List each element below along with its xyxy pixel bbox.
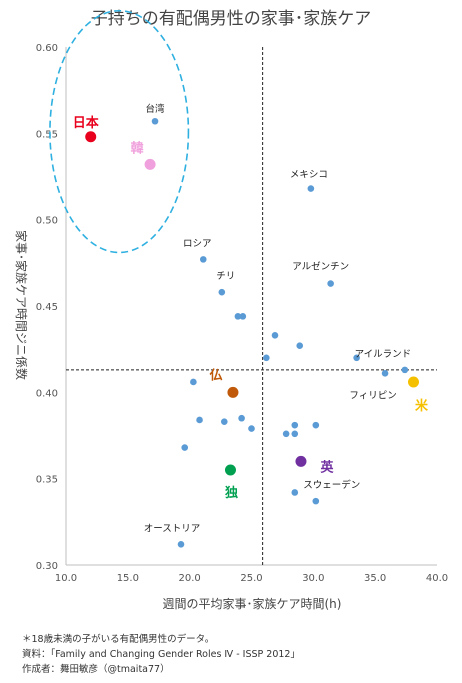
highlighted-point-label: 日本 xyxy=(73,115,99,131)
y-axis-label-group: 家事･家族ケア時間ジニ係数 xyxy=(14,230,29,380)
data-point xyxy=(381,370,389,377)
data-point xyxy=(271,332,279,339)
x-tick-label: 10.0 xyxy=(55,573,77,584)
data-point xyxy=(291,430,299,438)
highlighted-point-label: 英 xyxy=(319,459,334,475)
x-tick-label: 35.0 xyxy=(364,573,386,584)
data-point xyxy=(220,418,228,425)
y-tick-label: 0.35 xyxy=(36,475,58,486)
plot-area: 10.0 15.0 20.0 25.0 30.0 35.0 40.0 0.30 0.35 0.40… xyxy=(36,9,448,584)
highlighted-point-label: 独 xyxy=(225,485,238,501)
highlighted-point-label: 仏 xyxy=(209,368,222,383)
point-label: アイルランド xyxy=(355,349,412,360)
x-tick-label: 20.0 xyxy=(179,573,201,584)
data-point xyxy=(401,366,409,374)
data-point xyxy=(291,421,299,429)
data-point xyxy=(291,489,299,496)
highlighted-point xyxy=(295,455,307,467)
y-tick-label: 0.45 xyxy=(36,302,58,313)
data-point xyxy=(218,288,226,296)
x-tick-label: 30.0 xyxy=(302,573,324,584)
data-point xyxy=(312,421,320,429)
data-point xyxy=(234,313,242,320)
data-point xyxy=(181,444,189,451)
y-axis-label: 家事･家族ケア時間ジニ係数 xyxy=(14,230,29,380)
point-label: 台湾 xyxy=(146,103,166,115)
point-label: ロシア xyxy=(183,238,212,249)
data-point xyxy=(177,540,185,548)
point-label: スウェーデン xyxy=(303,479,360,491)
x-axis-label: 週間の平均家事･家族ケア時間(h) xyxy=(163,596,342,611)
y-tick-label: 0.60 xyxy=(36,43,58,54)
data-point xyxy=(190,378,197,386)
point-label: フィリピン xyxy=(349,390,396,401)
data-point xyxy=(151,117,159,125)
scatter-chart: 子持ちの有配偶男性の家事･家族ケア 10.0 15.0 20.0 25.0 30.0 35… xyxy=(14,9,448,611)
highlighted-point xyxy=(85,131,97,143)
data-point xyxy=(239,313,247,320)
data-point xyxy=(248,425,255,432)
footnote-sample: ＊18歳未満の子がいる有配偶男性のデータ。 xyxy=(22,634,215,645)
highlighted-point-label: 米 xyxy=(415,398,429,414)
footnotes: ＊18歳未満の子がいる有配偶男性のデータ。 資料：「Family and Cha… xyxy=(22,632,300,677)
highlighted-point-label: 韓 xyxy=(131,140,144,156)
point-label: アルゼンチン xyxy=(292,261,349,273)
highlighted-point xyxy=(227,386,239,398)
chart-title: 子持ちの有配偶男性の家事･家族ケア xyxy=(91,9,372,29)
y-tick-label: 0.50 xyxy=(36,216,58,227)
data-point xyxy=(307,185,315,192)
data-point xyxy=(199,256,207,263)
data-point xyxy=(196,416,203,424)
y-tick-label: 0.55 xyxy=(36,129,58,140)
point-label: メキシコ xyxy=(290,170,328,181)
data-point xyxy=(238,414,245,422)
data-point xyxy=(312,497,320,505)
x-tick-label: 15.0 xyxy=(117,573,139,584)
point-label: チリ xyxy=(216,271,235,282)
x-tick-label: 40.0 xyxy=(426,573,448,584)
data-point xyxy=(282,430,290,438)
highlighted-point xyxy=(408,376,420,388)
x-tick-label: 25.0 xyxy=(240,573,262,584)
data-point xyxy=(327,280,334,287)
footnote-author: 作成者：舞田敏彦（@tmaita77） xyxy=(22,664,170,675)
highlighted-point xyxy=(144,158,156,170)
point-label: オーストリア xyxy=(144,523,201,534)
data-point xyxy=(296,342,304,350)
y-tick-label: 0.40 xyxy=(36,388,58,399)
highlighted-point xyxy=(224,464,236,476)
data-point xyxy=(263,354,270,362)
y-tick-label: 0.30 xyxy=(36,561,58,572)
footnote-source: 資料：「Family and Changing Gender Roles Ⅳ -… xyxy=(22,649,300,660)
data-point xyxy=(353,354,360,362)
highlight-ellipse xyxy=(49,9,190,254)
